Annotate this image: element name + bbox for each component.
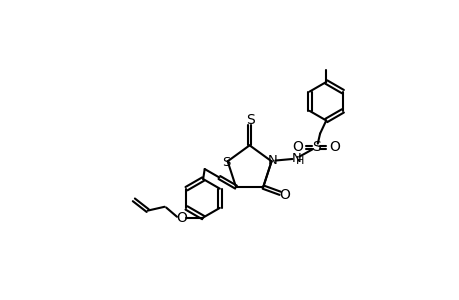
Text: S: S [221,156,230,169]
Text: S: S [246,113,254,127]
Text: N: N [291,152,301,165]
Text: H: H [295,156,303,166]
Text: S: S [311,140,320,154]
Text: O: O [176,211,187,224]
Text: O: O [279,188,290,202]
Text: O: O [329,140,339,154]
Text: N: N [267,154,277,167]
Text: O: O [291,140,302,154]
